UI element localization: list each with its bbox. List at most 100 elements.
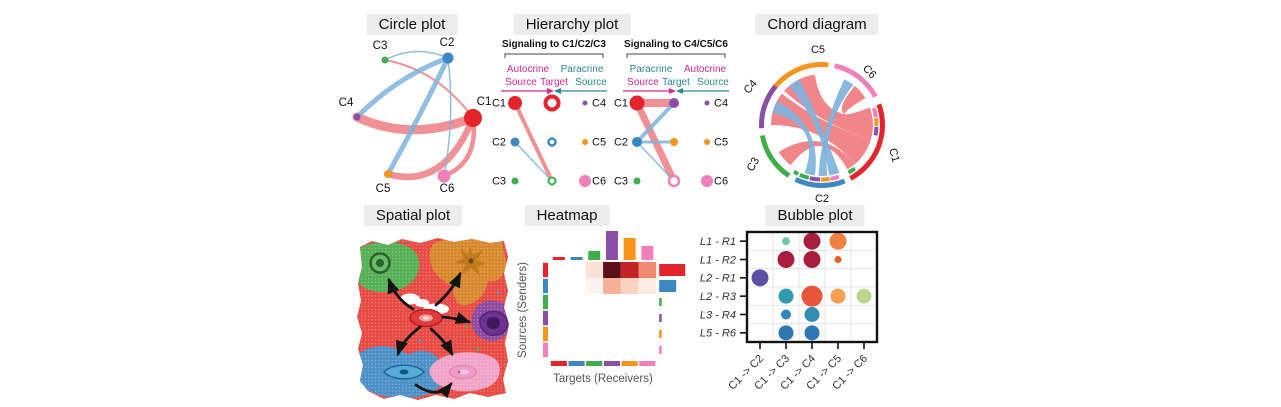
chord-link-red (784, 74, 873, 140)
hierarchy-plot: Signaling to C1/C2/C3 Autocrine Paracrine S… (492, 39, 729, 188)
green-cell-icon (369, 252, 391, 274)
column-role-label: Target (540, 77, 568, 88)
chord-link-red (841, 85, 872, 116)
hierarchy-edge (513, 101, 554, 183)
bubble-point (804, 307, 820, 322)
hierarchy-edge (635, 101, 676, 144)
col-sum-bar (552, 257, 565, 260)
circle-plot-edge (385, 55, 451, 177)
flow-type-label: Autocrine (507, 64, 550, 75)
heatmap-cell (585, 278, 604, 294)
flow-type-label: Paracrine (561, 64, 604, 75)
header-bracket (626, 53, 726, 58)
hierarchy-edge (636, 141, 675, 182)
hierarchy-header: Signaling to C4/C5/C6 (624, 39, 728, 50)
heatmap-cell (638, 262, 657, 278)
row-color-strip (543, 262, 548, 278)
chord-diagram-title: Chord diagram (755, 14, 879, 35)
paracrine-arrowhead-icon (676, 88, 683, 94)
row-color-strip (543, 326, 548, 342)
side-node-C6 (579, 175, 591, 187)
node-label-C2: C2 (440, 37, 455, 49)
arrow-to-green (387, 277, 415, 311)
source-node-C2 (510, 137, 520, 147)
side-node-C5 (582, 139, 588, 145)
source-label-C1: C1 (492, 98, 506, 110)
source-node-C3 (511, 177, 519, 185)
row-color-strip (543, 342, 548, 358)
column-role-label: Source (575, 77, 607, 88)
col-sum-bar (623, 238, 636, 260)
col-sum-bar (641, 246, 654, 260)
header-bracket (504, 53, 604, 58)
source-label-C3: C3 (492, 176, 506, 188)
paracrine-arrowhead-icon (554, 88, 561, 94)
source-label-C2: C2 (614, 137, 628, 149)
chord-label-C3: C3 (745, 155, 762, 173)
arrow-to-purple (441, 312, 472, 324)
col-sum-bar (605, 231, 618, 260)
column-role-label: Source (697, 77, 729, 88)
heatmap-cell (620, 278, 639, 294)
row-label: L3 - R4 (700, 309, 736, 321)
side-node-C4 (582, 100, 588, 106)
target-node-open (667, 174, 681, 188)
heatmap-cell (585, 262, 604, 278)
row-color-dash (659, 314, 662, 322)
target-node-open (547, 176, 557, 186)
col-color-strip (568, 361, 585, 366)
row-color-strip (543, 278, 548, 294)
node-label-C1: C1 (477, 96, 492, 108)
source-label-C2: C2 (492, 137, 506, 149)
bubble-point (834, 256, 842, 263)
arrow-to-orange (434, 271, 462, 307)
target-node-open (543, 94, 561, 112)
bubble-point (829, 232, 847, 250)
row-color-dash (659, 346, 662, 354)
row-color-strip (543, 310, 548, 326)
col-color-strip (550, 361, 567, 366)
source-node-C1 (508, 96, 522, 110)
hierarchy-edge (514, 141, 553, 182)
autocrine-arrowhead-icon (669, 88, 676, 94)
bubble-point (804, 325, 820, 341)
row-label: L1 - R2 (700, 254, 736, 266)
node-label-C6: C6 (440, 183, 455, 195)
source-node-C1 (629, 95, 645, 111)
row-color-dash (659, 330, 662, 338)
spatial-plot-title: Spatial plot (363, 205, 463, 226)
node-C6 (437, 169, 451, 183)
node-label-C4: C4 (339, 97, 354, 109)
heatmap-cell (603, 278, 621, 294)
row-color-dash (659, 298, 662, 306)
heatmap-cell (638, 278, 657, 294)
bubble-point (778, 325, 794, 341)
chord-segment-C3 (760, 135, 791, 178)
chord-inner-arc (847, 166, 856, 175)
chord-segment-C6 (834, 63, 878, 98)
heatmap-ylabel: Sources (Senders) (517, 262, 529, 358)
circle-plot: C3 C2 C4 C1 C5 C6 (339, 37, 492, 195)
chord-label-C2: C2 (815, 193, 829, 205)
chord-segment-C4 (759, 84, 778, 129)
circle-plot-edge (384, 114, 477, 181)
autocrine-arrowhead-icon (547, 88, 554, 94)
node-C4 (353, 113, 361, 121)
chord-inner-arc (792, 170, 799, 176)
column-role-label: Source (505, 77, 537, 88)
target-node-open (547, 137, 557, 147)
row-sum-bar (659, 264, 686, 276)
column-role-label: Source (627, 77, 659, 88)
circle-plot-edge (384, 50, 449, 61)
node-C5 (384, 170, 392, 178)
red-cell-icon (409, 308, 443, 328)
bubble-point (778, 288, 794, 304)
bubble-plot-title: Bubble plot (765, 205, 865, 226)
side-label-C5: C5 (714, 137, 728, 149)
node-label-C5: C5 (376, 183, 391, 195)
bubble-point (803, 251, 821, 268)
blue-cell-icon (382, 364, 426, 380)
row-color-strip (543, 294, 548, 310)
node-C1 (464, 109, 482, 127)
